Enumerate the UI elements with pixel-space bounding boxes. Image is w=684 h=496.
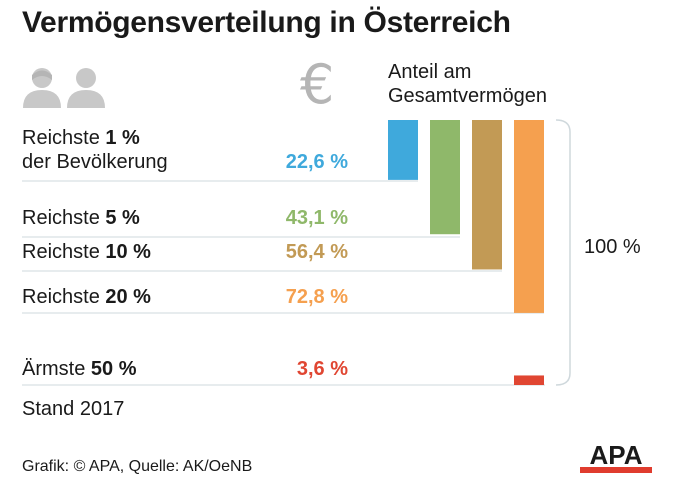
column-label-line1: Anteil am — [388, 61, 472, 83]
bar-3 — [472, 120, 502, 270]
row-label-prefix: Reichste — [22, 286, 106, 308]
row-label-top5: Reichste 5 % — [22, 206, 140, 230]
row-label-bold: 10 % — [105, 241, 151, 263]
euro-icon: € — [300, 53, 335, 116]
row-label-line2: der Bevölkerung — [22, 151, 168, 173]
bar-2 — [430, 120, 460, 235]
row-label-bold: 50 % — [90, 358, 137, 380]
row-label-top20: Reichste 20 % — [22, 285, 151, 309]
people-icon — [23, 68, 105, 108]
row-label-bottom50: Ärmste 50 % — [22, 357, 137, 381]
column-label: Anteil am Gesamtvermögen — [388, 60, 547, 108]
page-title: Vermögensverteilung in Österreich — [22, 6, 511, 39]
row-label-prefix: Reichste — [22, 127, 106, 149]
row-label-bold: 5 % — [105, 207, 140, 229]
row-label-top10: Reichste 10 % — [22, 240, 151, 264]
bar-1 — [388, 120, 418, 180]
row-label-bold: 1 % — [105, 127, 140, 149]
total-label: 100 % — [584, 236, 641, 258]
row-label-prefix: Reichste — [22, 207, 106, 229]
bar-5 — [514, 375, 544, 385]
source-label: Grafik: © APA, Quelle: AK/OeNB — [22, 458, 253, 475]
total-bracket — [555, 119, 571, 386]
row-label-prefix: Ärmste — [22, 358, 91, 380]
row-label-prefix: Reichste — [22, 241, 106, 263]
stand-label: Stand 2017 — [22, 398, 125, 420]
row-label-top1: Reichste 1 % der Bevölkerung — [22, 126, 168, 174]
apa-logo-text: APA — [590, 440, 643, 470]
value-label-top10: 56,4 % — [285, 241, 348, 263]
value-label-top20: 72,8 % — [285, 286, 348, 308]
value-label-bottom50: 3,6 % — [296, 358, 348, 380]
apa-logo: APA — [580, 440, 652, 473]
column-label-line2: Gesamtvermögen — [388, 85, 547, 107]
row-label-bold: 20 % — [105, 286, 151, 308]
value-label-top5: 43,1 % — [285, 207, 348, 229]
value-label-top1: 22,6 % — [285, 151, 348, 173]
bar-4 — [514, 120, 544, 313]
